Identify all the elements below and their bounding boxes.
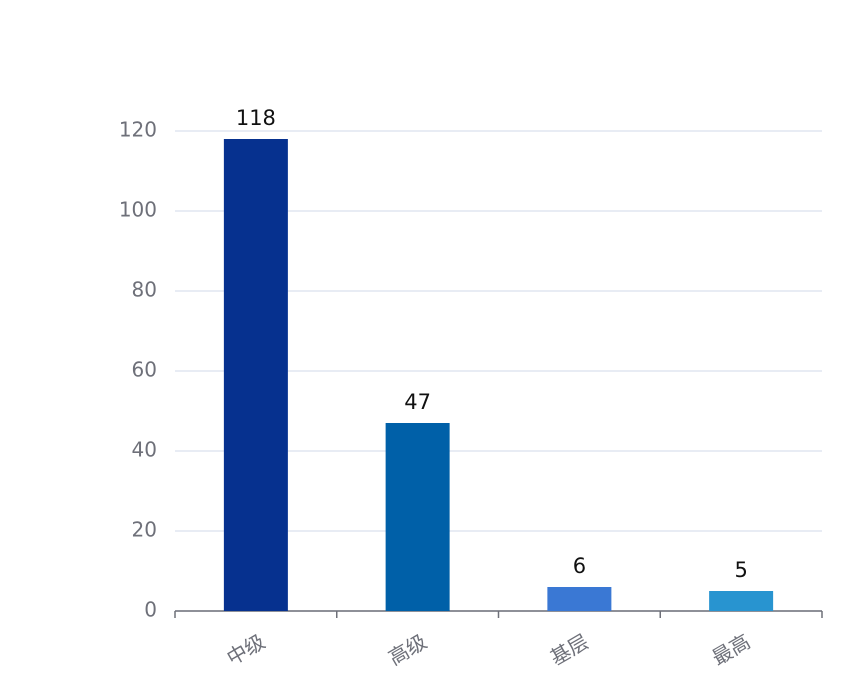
y-tick-label: 100 bbox=[119, 198, 157, 222]
value-label: 118 bbox=[236, 106, 276, 130]
x-tick-label: 最高 bbox=[708, 629, 755, 670]
y-tick-label: 0 bbox=[144, 598, 157, 622]
value-label: 5 bbox=[734, 558, 747, 582]
y-tick-label: 20 bbox=[132, 518, 157, 542]
bar bbox=[385, 423, 450, 611]
y-tick-label: 120 bbox=[119, 118, 157, 142]
value-label: 6 bbox=[573, 554, 586, 578]
value-label: 47 bbox=[404, 390, 431, 414]
bar bbox=[709, 591, 774, 611]
bar bbox=[547, 587, 612, 611]
y-tick-label: 40 bbox=[132, 438, 157, 462]
x-tick-label: 高级 bbox=[384, 629, 431, 670]
x-tick-label: 中级 bbox=[222, 629, 269, 670]
y-tick-label: 80 bbox=[132, 278, 157, 302]
y-tick-label: 60 bbox=[132, 358, 157, 382]
x-tick-label: 基层 bbox=[546, 629, 593, 670]
bar bbox=[223, 139, 288, 611]
